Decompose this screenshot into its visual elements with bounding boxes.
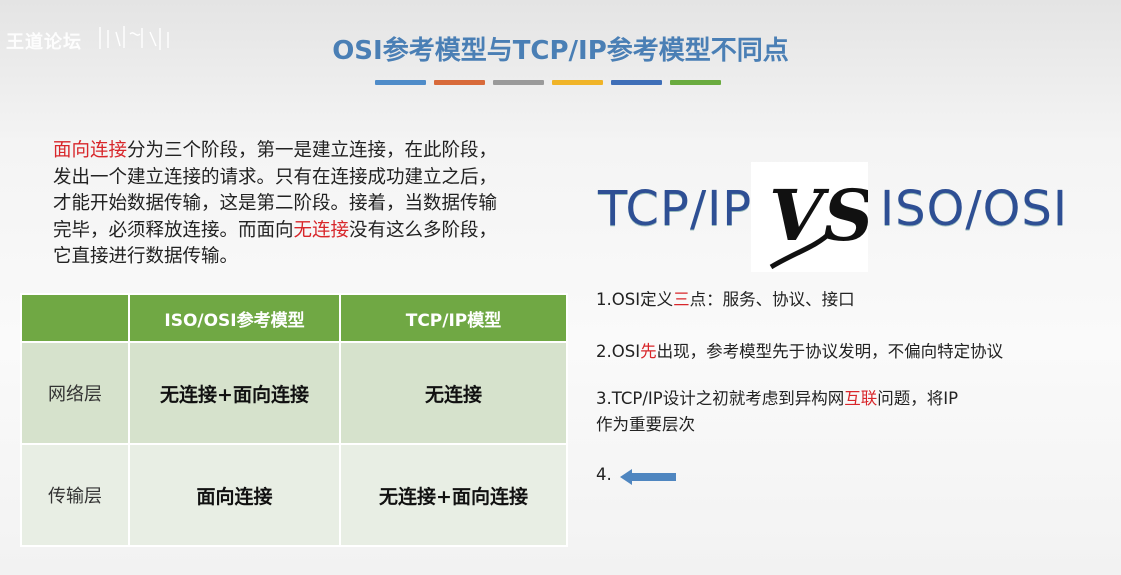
color-bar-3	[552, 80, 603, 85]
color-bar-5	[670, 80, 721, 85]
row-label: 传输层	[20, 443, 130, 547]
para-seg-0: 面向连接	[53, 140, 128, 161]
para-seg-1: 分为三个阶段，第一是建立连接，在此阶段，发出一个建立连接的请求。只有在连接成功建…	[53, 140, 498, 241]
point-4: 4.	[596, 465, 612, 484]
watermark-logo: 王道论坛	[6, 32, 82, 53]
table-row: 网络层 无连接+面向连接 无连接	[20, 341, 568, 445]
cell: 无连接+面向连接	[339, 443, 568, 547]
point-2: 2.OSI先出现，参考模型先于协议发明，不偏向特定协议	[596, 342, 1004, 361]
tcpip-heading: TCP/IP	[598, 181, 753, 237]
cell: 面向连接	[128, 443, 341, 547]
point-3: 3.TCP/IP设计之初就考虑到异构网互联问题，将IP 作为重要层次	[596, 389, 959, 434]
comparison-table: ISO/OSI参考模型 TCP/IP模型 网络层 无连接+面向连接 无连接 传输…	[20, 293, 568, 547]
header-empty	[20, 293, 130, 343]
slide-title: OSI参考模型与TCP/IP参考模型不同点	[332, 36, 789, 66]
color-bars	[375, 80, 721, 85]
watermark-signature	[99, 26, 169, 50]
vs-brush-image: VS	[751, 162, 874, 272]
cell: 无连接	[339, 341, 568, 445]
color-bar-4	[611, 80, 662, 85]
point-1: 1.OSI定义三点：服务、协议、接口	[596, 290, 855, 309]
isoosi-heading: ISO/OSI	[880, 181, 1068, 237]
para-seg-2: 无连接	[293, 219, 350, 241]
vs-text: VS	[769, 174, 868, 257]
color-bar-1	[434, 80, 485, 85]
color-bar-2	[493, 80, 544, 85]
connection-description: 面向连接分为三个阶段，第一是建立连接，在此阶段，发出一个建立连接的请求。只有在连…	[53, 138, 515, 271]
left-arrow-icon	[620, 469, 676, 485]
cell: 无连接+面向连接	[128, 341, 341, 445]
row-label: 网络层	[20, 341, 130, 445]
color-bar-0	[375, 80, 426, 85]
table-row: 传输层 面向连接 无连接+面向连接	[20, 443, 568, 547]
para-seg-3: 没有这么多阶段，它直接进行数据传输。	[53, 219, 498, 268]
header-tcpip: TCP/IP模型	[339, 293, 568, 343]
header-osi: ISO/OSI参考模型	[128, 293, 341, 343]
table-header-row: ISO/OSI参考模型 TCP/IP模型	[20, 293, 568, 343]
